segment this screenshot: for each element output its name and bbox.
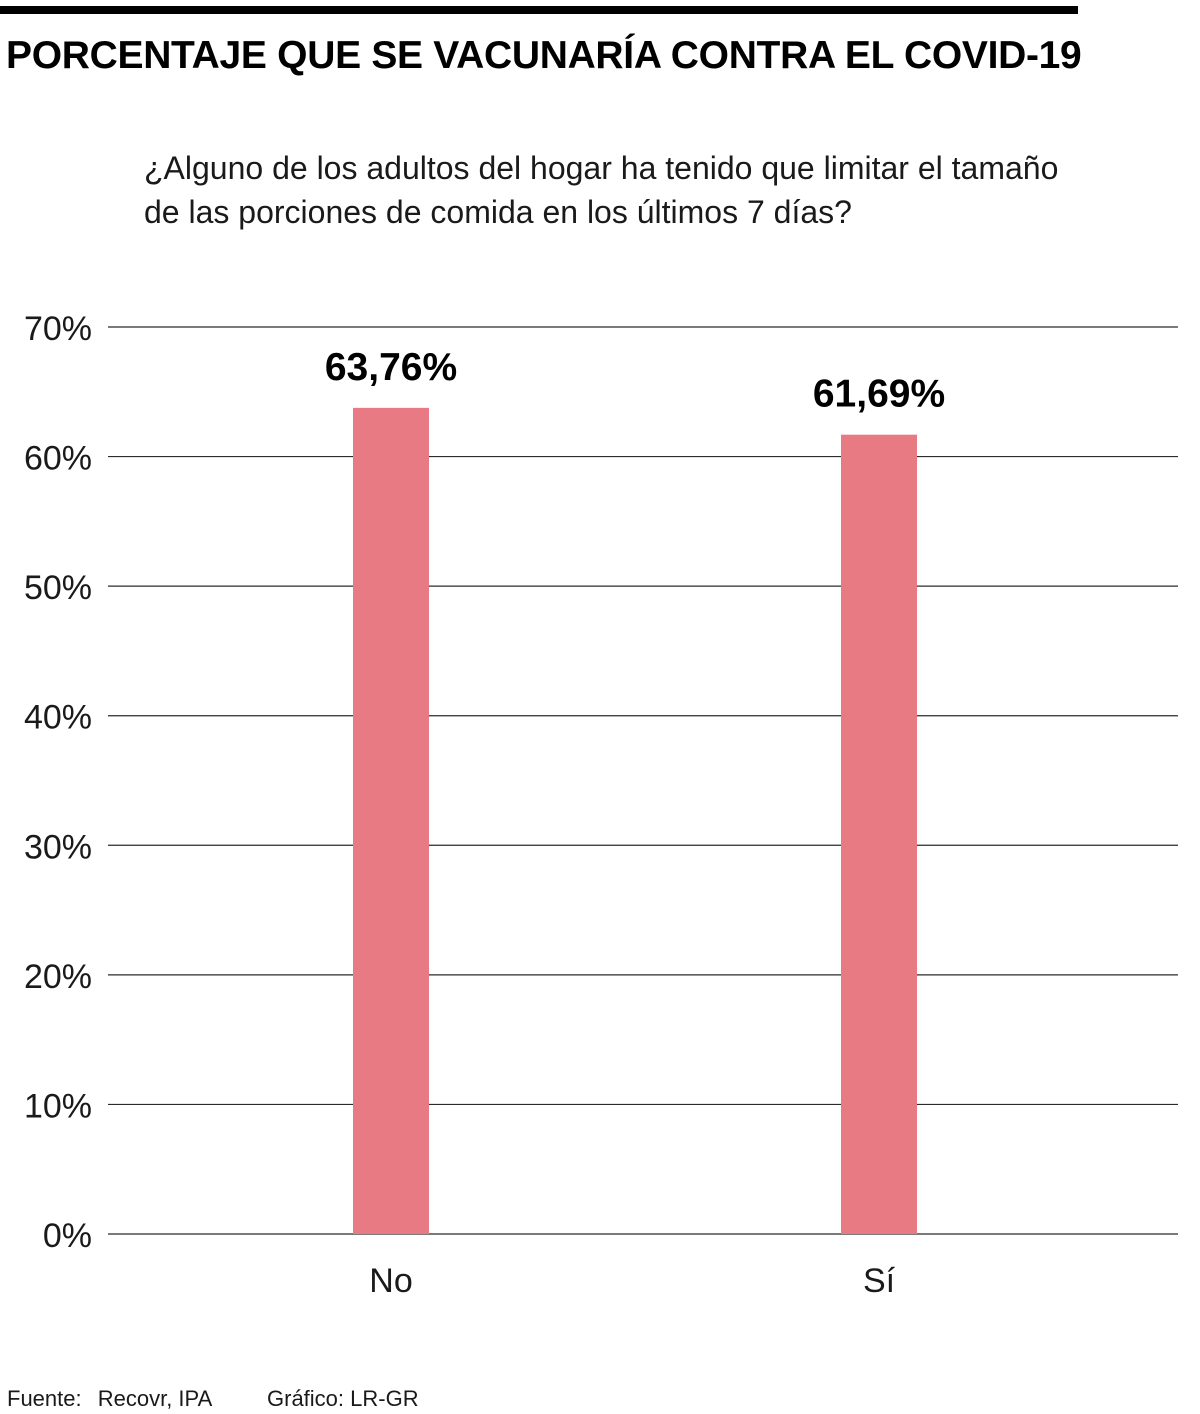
y-tick-label: 20% xyxy=(24,958,92,996)
bar xyxy=(353,407,429,1235)
top-rule xyxy=(0,6,1078,14)
y-tick-label: 10% xyxy=(24,1087,92,1125)
bar xyxy=(841,434,917,1235)
y-tick-label: 30% xyxy=(24,828,92,866)
data-label: 61,69% xyxy=(813,373,945,416)
source-label: Fuente: xyxy=(7,1386,82,1411)
source-value: Recovr, IPA xyxy=(97,1386,213,1411)
graphic-credit: Gráfico: LR-GR xyxy=(267,1386,419,1411)
x-tick-label: Sí xyxy=(863,1262,896,1300)
y-tick-label: 40% xyxy=(24,699,92,737)
y-tick-label: 70% xyxy=(24,310,92,348)
footer: Fuente: Recovr, IPA Gráfico: LR-GR xyxy=(7,1386,419,1412)
y-tick-label: 0% xyxy=(43,1217,92,1255)
chart-subtitle: ¿Alguno de los adultos del hogar ha teni… xyxy=(144,150,1059,230)
y-tick-label: 60% xyxy=(24,440,92,478)
x-tick-label: No xyxy=(369,1262,412,1300)
y-tick-label: 50% xyxy=(24,569,92,607)
data-label: 63,76% xyxy=(325,346,457,389)
chart-title: PORCENTAJE QUE SE VACUNARÍA CONTRA EL CO… xyxy=(6,34,1082,77)
bar-chart: 0% 10% 20% 30% 40% 50% 60% 70% 63,76% No 61,69% Sí xyxy=(24,310,1178,1300)
